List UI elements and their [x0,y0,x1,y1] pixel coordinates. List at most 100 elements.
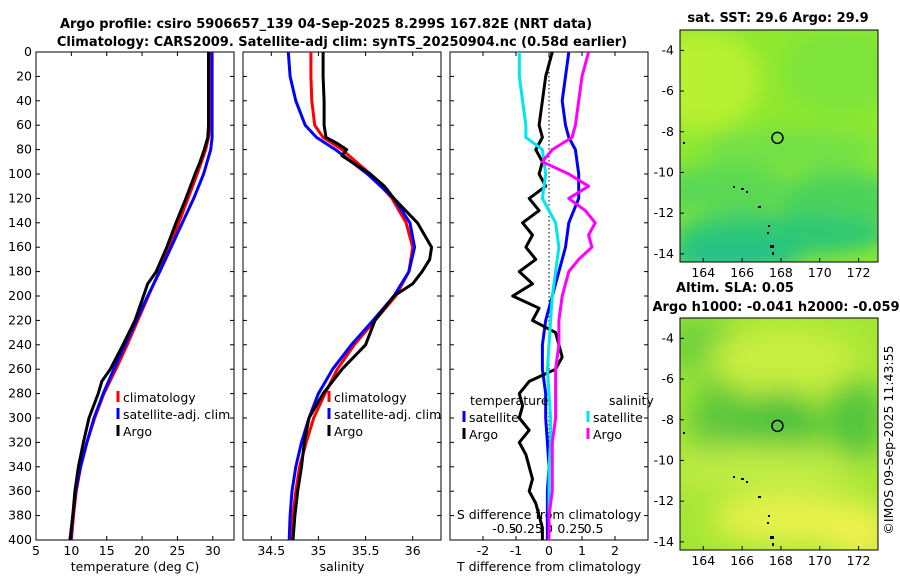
salinity-panel: 34.5 35 35.5 36 salinity climatology satellite… [242,51,442,574]
sla-map-panel: 164 166 168 170 172 -4 -6 -8 -10 -12 -14 [654,317,879,568]
difference-legend-label: Argo [593,427,622,442]
difference-xtick-label: 2 [611,543,619,558]
temperature-panel: 0 20 40 60 80 100 120 140 160 180 200 220 240 260 280 3… [8,44,235,574]
sla-map-ytick-label: -8 [662,412,675,427]
difference-series-salinity-satellite [517,52,561,540]
figure-title-line2: Climatology: CARS2009. Satellite-adj cli… [57,35,627,50]
salinity-xtick-label: 35.5 [352,543,380,558]
temperature-series-satellite-adj-clim [69,52,214,540]
difference-s-tick-label: 0.25 [557,521,585,536]
salinity-series-satellite-adj-clim [286,52,417,540]
depth-tick-label: 200 [8,288,32,303]
sla-map-xtick-label: 166 [730,553,754,568]
sla-map-argo-marker [771,419,784,433]
depth-tick-label: 220 [8,312,32,327]
depth-tick-label: 240 [8,337,32,352]
sla-map-xtick-label: 172 [847,553,871,568]
figure-title-line1: Argo profile: csiro 5906657_139 04-Sep-2… [60,17,592,32]
sst-map-ytick-label: -10 [654,164,674,179]
sst-map-ytick-label: -12 [654,205,674,220]
salinity-series-argo [291,52,434,540]
depth-tick-label: 320 [8,434,32,449]
sst-map-xtick-label: 164 [691,265,715,280]
salinity-legend-label: Argo [334,424,363,439]
temperature-xtick-label: 10 [63,543,79,558]
depth-tick-label: 340 [8,459,32,474]
sst-map-panel: 164 166 168 170 172 -4 -6 -8 -10 -12 -14 [654,29,879,280]
sla-map-xtick-label: 164 [691,553,715,568]
sst-map-xtick-label: 172 [847,265,871,280]
depth-tick-label: 180 [8,264,32,279]
sst-map-field [680,30,878,262]
temperature-legend-label: Argo [123,424,152,439]
depth-tick-label: 140 [8,215,32,230]
difference-s-tick-label: -0.25 [511,521,543,536]
salinity-xtick-label: 34.5 [257,543,285,558]
temperature-xtick-label: 25 [169,543,185,558]
salinity-series-group [286,52,434,540]
sla-map-field [680,318,878,550]
difference-xtick-label: 0 [545,543,553,558]
depth-tick-label: 60 [16,117,32,132]
temperature-legend-label: climatology [123,390,196,405]
difference-legend-temperature-title: temperature [470,393,549,408]
temperature-series-argo [68,52,210,540]
salinity-xlabel: salinity [320,559,365,574]
salinity-legend-label: climatology [334,390,407,405]
depth-tick-label: 0 [24,44,32,59]
difference-series-salinity-argo [540,52,597,540]
sla-map-ytick-label: -10 [654,452,674,467]
difference-s-tick-label: 0.5 [584,521,604,536]
sst-map-xtick-label: 170 [808,265,832,280]
sst-map-ytick-label: -14 [654,246,674,261]
temperature-xtick-label: 5 [32,543,40,558]
sla-map-coastlines [683,432,774,546]
sla-map-ytick-label: -6 [662,371,675,386]
difference-legend-label: satellite [593,410,643,425]
sst-map-argo-marker [771,131,784,145]
temperature-xtick-label: 30 [205,543,221,558]
temperature-axes-box [35,51,235,541]
depth-tick-label: 40 [16,93,32,108]
difference-series-group [511,52,597,540]
sst-map-xtick-label: 168 [769,265,793,280]
depth-tick-label: 20 [16,68,32,83]
sst-map-coastlines [683,142,774,255]
depth-tick-label: 100 [8,166,32,181]
depth-tick-label: 400 [8,532,32,547]
salinity-xtick-label: 35 [310,543,326,558]
depth-tick-label: 80 [16,142,32,157]
sst-map-xtick-label: 166 [730,265,754,280]
difference-legend-label: Argo [469,427,498,442]
depth-tick-label: 280 [8,386,32,401]
depth-tick-label: 300 [8,410,32,425]
salinity-legend-label: satellite-adj. clim [334,407,441,422]
sla-map-ytick-label: -4 [662,330,675,345]
temperature-xtick-label: 15 [99,543,115,558]
difference-xtick-label: -2 [477,543,489,558]
depth-tick-label: 260 [8,361,32,376]
sla-map-ytick-label: -14 [654,534,674,549]
difference-xlabel: T difference from climatology [456,559,642,574]
temperature-series-group [68,52,214,540]
depth-tick-label: 360 [8,483,32,498]
salinity-xtick-label: 36 [405,543,421,558]
difference-legend-label: satellite [469,410,519,425]
sst-map-title: sat. SST: 29.6 Argo: 29.9 [687,11,868,26]
sla-map-ytick-label: -12 [654,493,674,508]
difference-s-tick-label: -0.5 [492,521,516,536]
sla-map-title: Altim. SLA: 0.05 [676,281,794,296]
difference-xtick-label: -1 [510,543,522,558]
sla-map-xtick-label: 168 [769,553,793,568]
salinity-axes-box [242,51,442,541]
sst-map-ytick-label: -8 [662,124,675,139]
sst-map-ytick-label: -6 [662,83,675,98]
depth-tick-label: 380 [8,508,32,523]
sla-map-xtick-label: 170 [808,553,832,568]
difference-series-temperature-satellite [540,52,581,540]
temperature-xlabel: temperature (deg C) [71,559,200,574]
temperature-xtick-label: 20 [134,543,150,558]
